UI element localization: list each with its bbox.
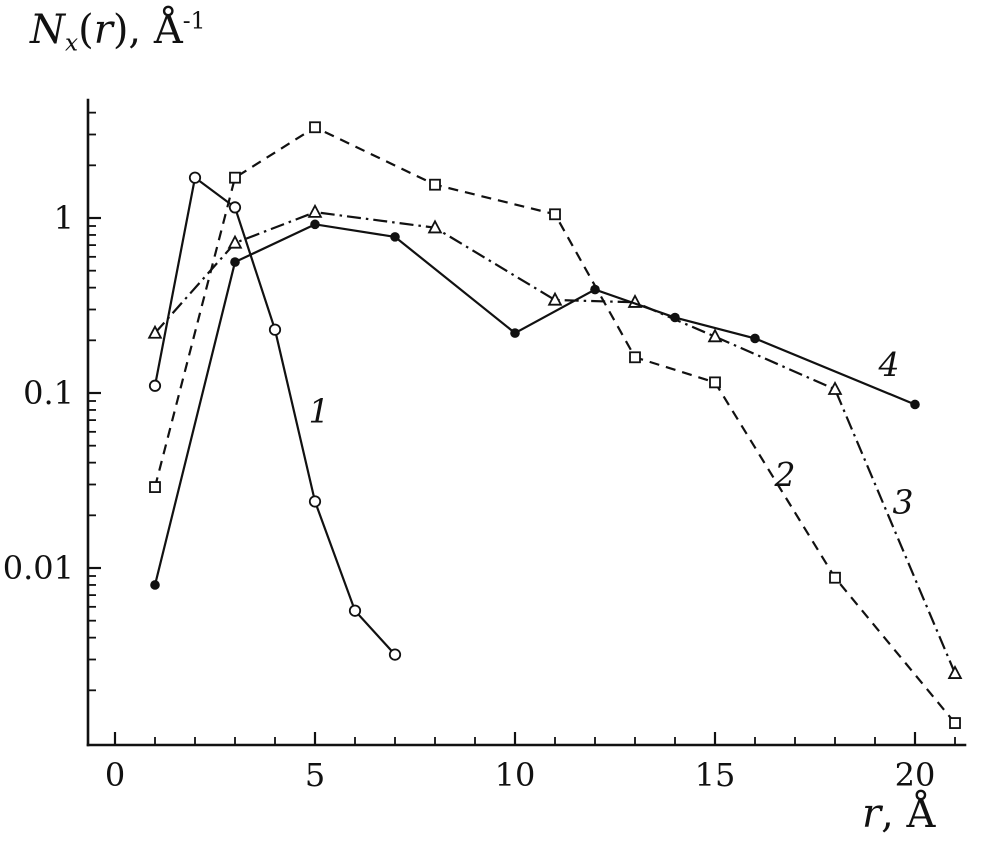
open-triangle-marker bbox=[147, 324, 163, 339]
series-4-markers bbox=[150, 219, 920, 590]
open-circle-marker bbox=[388, 648, 402, 661]
filled-circle-marker bbox=[910, 399, 920, 410]
open-square-marker bbox=[949, 717, 961, 729]
svg-text:15: 15 bbox=[695, 756, 736, 794]
x-ticks bbox=[113, 732, 956, 745]
svg-text:20: 20 bbox=[895, 756, 936, 794]
title-part: x bbox=[65, 29, 79, 57]
title-part: ), bbox=[112, 7, 154, 53]
svg-text:1: 1 bbox=[54, 199, 74, 237]
open-square-marker bbox=[829, 571, 841, 584]
y-axis-title: Nx(r), Å-1 bbox=[30, 8, 205, 56]
open-triangle-marker bbox=[547, 291, 563, 306]
open-square-marker bbox=[149, 481, 161, 493]
open-square-marker bbox=[629, 351, 641, 364]
open-circle-marker bbox=[188, 171, 202, 184]
svg-text:0.01: 0.01 bbox=[3, 549, 74, 587]
filled-circle-marker bbox=[230, 257, 240, 267]
series-1-line bbox=[153, 175, 396, 656]
open-triangle-marker bbox=[427, 219, 443, 234]
filled-circle-marker bbox=[310, 219, 320, 230]
filled-circle-marker bbox=[510, 328, 520, 338]
x-axis-title: r, Å bbox=[862, 792, 935, 836]
title-part: r bbox=[93, 7, 113, 53]
series-3-markers bbox=[147, 203, 963, 679]
curve-label-2: 2 bbox=[774, 455, 796, 494]
x-tick-labels: 0 5 10 15 20 bbox=[105, 756, 936, 794]
open-circle-marker bbox=[148, 379, 162, 392]
open-circle-marker bbox=[228, 201, 242, 214]
title-part: -1 bbox=[182, 7, 206, 35]
open-circle-marker bbox=[268, 323, 282, 336]
open-triangle-marker bbox=[307, 203, 323, 218]
filled-circle-marker bbox=[150, 580, 160, 590]
y-ticks bbox=[88, 111, 101, 692]
title-part: , Å bbox=[881, 791, 936, 837]
series-2-markers bbox=[149, 121, 961, 729]
open-square-marker bbox=[549, 208, 561, 221]
open-circle-marker bbox=[308, 495, 322, 508]
svg-text:5: 5 bbox=[305, 756, 325, 794]
series-1-markers bbox=[148, 171, 402, 661]
title-part: ( bbox=[78, 7, 94, 53]
svg-text:0.1: 0.1 bbox=[23, 374, 74, 412]
title-part: N bbox=[30, 7, 65, 53]
open-triangle-marker bbox=[947, 665, 963, 679]
open-square-marker bbox=[709, 376, 721, 389]
svg-text:0: 0 bbox=[105, 756, 125, 794]
curve-label-1: 1 bbox=[309, 391, 330, 430]
title-part: Å bbox=[153, 7, 183, 53]
filled-circle-marker bbox=[750, 333, 760, 344]
open-square-marker bbox=[309, 121, 321, 134]
open-triangle-marker bbox=[707, 328, 723, 343]
title-part: r bbox=[862, 791, 882, 837]
filled-circle-marker bbox=[670, 312, 680, 323]
open-square-marker bbox=[429, 178, 441, 191]
open-triangle-marker bbox=[227, 234, 243, 249]
filled-circle-marker bbox=[390, 232, 400, 242]
y-tick-labels: 1 0.1 0.01 bbox=[3, 199, 74, 587]
svg-text:10: 10 bbox=[495, 756, 536, 794]
series-4-line bbox=[153, 223, 916, 586]
open-triangle-marker bbox=[827, 380, 843, 395]
series-3-line bbox=[154, 211, 957, 674]
filled-circle-marker bbox=[590, 284, 600, 295]
curve-label-4: 4 bbox=[878, 345, 900, 384]
open-square-marker bbox=[229, 171, 241, 184]
curve-label-3: 3 bbox=[893, 482, 914, 521]
open-circle-marker bbox=[348, 604, 362, 617]
